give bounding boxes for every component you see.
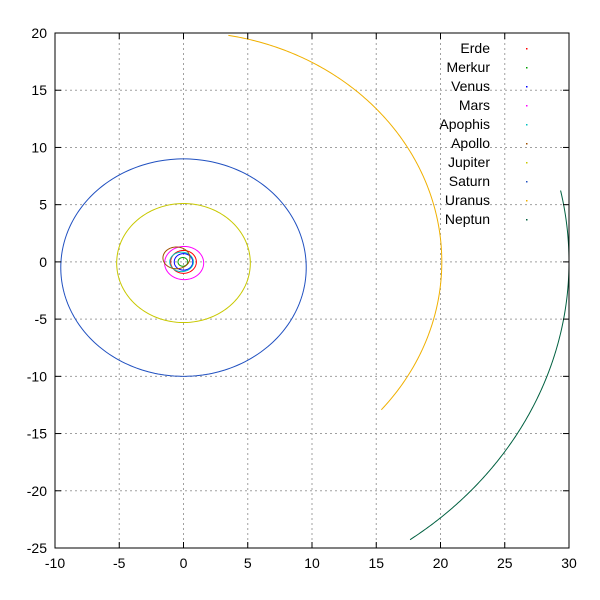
legend-label: Jupiter — [448, 154, 490, 170]
x-tick-label: 30 — [561, 555, 577, 571]
x-tick-label: 10 — [304, 555, 320, 571]
y-tick-label: 15 — [31, 82, 47, 98]
legend-label: Apollo — [451, 135, 490, 151]
grid-lines — [55, 33, 569, 548]
legend-label: Erde — [460, 40, 490, 56]
y-tick-label: -20 — [27, 483, 47, 499]
legend-swatch — [526, 105, 528, 107]
axis-ticks: -10 -5 0 5 10 15 20 25 30 -25 -20 -15 -10 -5 0 5 10 15 20 — [27, 25, 577, 571]
y-tick-label: 5 — [39, 197, 47, 213]
legend: Erde Merkur Venus Mars Apophis Apollo Jupiter S… — [439, 40, 528, 227]
x-tick-label: 20 — [433, 555, 449, 571]
y-tick-label: 10 — [31, 139, 47, 155]
plot-frame — [54, 32, 570, 549]
y-tick-label: -15 — [27, 426, 47, 442]
legend-label: Saturn — [449, 173, 490, 189]
x-tick-label: -10 — [45, 555, 65, 571]
legend-swatch — [526, 200, 528, 202]
y-tick-label: 0 — [39, 254, 47, 270]
orbit-neptun — [409, 190, 570, 541]
legend-swatch — [526, 143, 528, 145]
legend-swatch — [526, 48, 528, 50]
legend-swatch — [526, 86, 528, 88]
x-tick-label: 5 — [244, 555, 252, 571]
y-tick-label: -25 — [27, 540, 47, 556]
legend-swatch — [526, 67, 528, 69]
orbit-uranus — [228, 34, 443, 411]
orbit-apophis — [169, 251, 194, 273]
legend-label: Uranus — [445, 192, 490, 208]
legend-swatch — [526, 181, 528, 183]
legend-label: Mars — [459, 97, 490, 113]
orbit-erde — [170, 249, 197, 274]
y-tick-label: -5 — [35, 311, 48, 327]
x-tick-label: 25 — [497, 555, 513, 571]
legend-label: Neptun — [445, 211, 490, 227]
legend-swatch — [526, 162, 528, 164]
legend-label: Apophis — [439, 116, 490, 132]
legend-label: Venus — [451, 78, 490, 94]
legend-label: Merkur — [446, 59, 490, 75]
x-tick-label: 15 — [368, 555, 384, 571]
legend-swatch — [526, 124, 528, 126]
y-tick-label: 20 — [31, 25, 47, 41]
orbit-paths — [60, 34, 570, 541]
orbit-venus — [173, 253, 194, 271]
orbit-jupiter — [116, 203, 251, 324]
orbit-apollo — [162, 246, 191, 270]
x-tick-label: -5 — [113, 555, 126, 571]
orbit-saturn — [60, 158, 307, 377]
y-tick-label: -10 — [27, 368, 47, 384]
x-tick-label: 0 — [180, 555, 188, 571]
legend-swatch — [526, 219, 528, 221]
